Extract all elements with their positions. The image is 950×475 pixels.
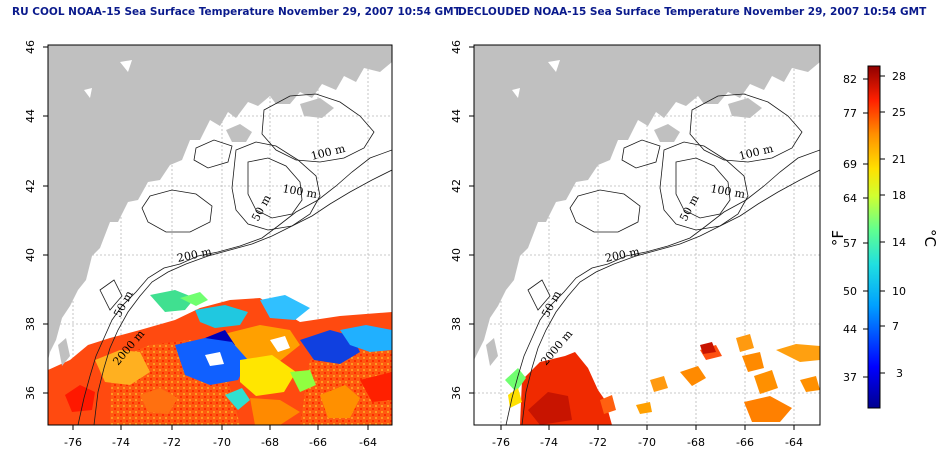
left-lat-tick: 38 [24,317,37,331]
right-sst-field [505,334,820,425]
left-contour-label: 100 m [310,142,348,163]
right-lon-tick: -66 [736,436,754,449]
colorbar-gradient [867,65,881,409]
left-lat-tick-labels: 46 44 42 40 38 36 [24,40,37,400]
left-lon-tick: -70 [213,436,231,449]
fahrenheit-tick: 69 [843,158,857,171]
left-lon-tick: -64 [359,436,377,449]
left-lat-tick: 40 [24,248,37,262]
left-tick-marks [43,46,369,430]
celsius-tick-labels: 28 25 21 18 14 10 7 3 [892,70,906,380]
fahrenheit-tick: 44 [843,323,857,336]
fahrenheit-tick: 77 [843,107,857,120]
right-lat-tick-labels: 46 44 42 40 38 36 [450,40,463,400]
celsius-tick: 3 [896,367,903,380]
left-lon-tick-labels: -76 -74 -72 -70 -68 -66 -64 [64,436,377,449]
right-lat-tick: 38 [450,317,463,331]
right-contour-label: 100 m [738,142,776,163]
fahrenheit-tick: 57 [843,237,857,250]
left-map-title: RU COOL NOAA-15 Sea Surface Temperature … [12,6,461,18]
left-lon-tick: -68 [261,436,279,449]
fahrenheit-tick: 64 [843,192,857,205]
right-contour-label: 50 m [677,192,702,223]
fahrenheit-tick-labels: 82 77 69 64 57 50 44 37 [843,73,857,384]
left-land [48,45,392,366]
left-lon-tick: -76 [64,436,82,449]
left-contour-label: 100 m [281,182,318,201]
right-contour-label: 200 m [604,245,641,265]
left-lon-tick: -72 [163,436,181,449]
right-tick-marks [469,46,795,430]
right-lat-tick: 36 [450,386,463,400]
celsius-tick: 10 [892,285,906,298]
right-contour-label: 100 m [709,182,746,201]
right-lon-tick-labels: -76 -74 -72 -70 -68 -66 -64 [492,436,803,449]
right-lat-tick: 44 [450,109,463,123]
celsius-tick: 18 [892,189,906,202]
fahrenheit-unit-label: °F [829,230,847,246]
right-lon-tick: -72 [589,436,607,449]
celsius-tick: 21 [892,153,906,166]
left-lat-tick: 44 [24,109,37,123]
celsius-tick: 25 [892,106,906,119]
right-lon-tick: -64 [785,436,803,449]
left-map-frame [47,44,393,426]
celsius-tick: 14 [892,236,906,249]
temperature-colorbar: 82 77 69 64 57 50 44 37 28 25 21 18 14 1… [829,65,939,409]
left-lon-tick: -74 [112,436,130,449]
celsius-tick: 7 [892,320,899,333]
fahrenheit-tick: 82 [843,73,857,86]
left-lat-tick: 46 [24,40,37,54]
celsius-unit-label: °C [921,229,939,247]
colorbar-tick-marks [863,75,885,378]
left-sst-field [48,290,392,425]
fahrenheit-tick: 50 [843,285,857,298]
right-land [474,45,820,366]
right-map-title: DECLOUDED NOAA-15 Sea Surface Temperatur… [458,6,927,18]
right-lon-tick: -76 [492,436,510,449]
left-contours [77,93,392,425]
left-lat-tick: 42 [24,179,37,193]
right-lon-tick: -70 [638,436,656,449]
celsius-tick: 28 [892,70,906,83]
right-lon-tick: -68 [687,436,705,449]
right-lat-tick: 46 [450,40,463,54]
right-contours [505,93,820,425]
right-map-panel: 100 m 100 m 50 m 200 m 50 m 2000 m -76 -… [450,40,821,449]
right-lat-tick: 42 [450,179,463,193]
left-contour-label: 200 m [176,245,213,265]
fahrenheit-tick: 37 [843,371,857,384]
right-lat-tick: 40 [450,248,463,262]
right-lon-tick: -74 [540,436,558,449]
left-map-panel: 100 m 100 m 50 m 200 m 50 m 2000 m -76 -… [24,40,393,449]
left-lat-tick: 36 [24,386,37,400]
left-lon-tick: -66 [309,436,327,449]
